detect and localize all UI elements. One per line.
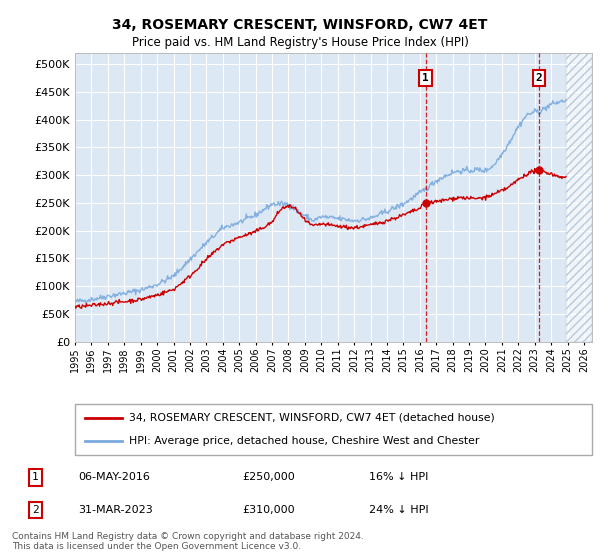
Text: 24% ↓ HPI: 24% ↓ HPI <box>369 505 429 515</box>
Text: Price paid vs. HM Land Registry's House Price Index (HPI): Price paid vs. HM Land Registry's House … <box>131 36 469 49</box>
Text: 34, ROSEMARY CRESCENT, WINSFORD, CW7 4ET: 34, ROSEMARY CRESCENT, WINSFORD, CW7 4ET <box>112 18 488 32</box>
Text: Contains HM Land Registry data © Crown copyright and database right 2024.
This d: Contains HM Land Registry data © Crown c… <box>12 532 364 552</box>
Text: 34, ROSEMARY CRESCENT, WINSFORD, CW7 4ET (detached house): 34, ROSEMARY CRESCENT, WINSFORD, CW7 4ET… <box>130 413 495 423</box>
Text: 16% ↓ HPI: 16% ↓ HPI <box>369 473 428 483</box>
Text: 1: 1 <box>422 73 429 83</box>
Text: 2: 2 <box>535 73 542 83</box>
Text: 2: 2 <box>32 505 38 515</box>
Text: 1: 1 <box>32 473 38 483</box>
FancyBboxPatch shape <box>75 404 592 455</box>
Text: 06-MAY-2016: 06-MAY-2016 <box>78 473 150 483</box>
Text: HPI: Average price, detached house, Cheshire West and Chester: HPI: Average price, detached house, Ches… <box>130 436 479 446</box>
Text: £310,000: £310,000 <box>242 505 295 515</box>
Text: £250,000: £250,000 <box>242 473 295 483</box>
Text: 31-MAR-2023: 31-MAR-2023 <box>78 505 153 515</box>
